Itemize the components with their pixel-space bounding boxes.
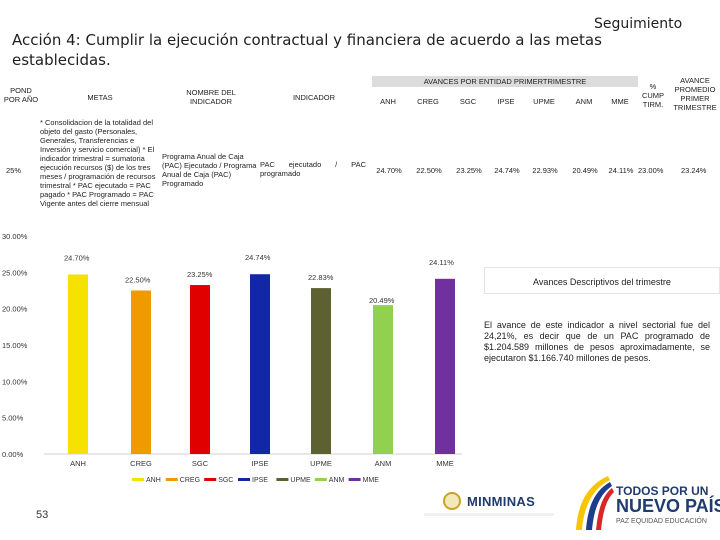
- minminas-text: MINMINAS: [466, 493, 536, 509]
- entity-value-sgc: 23.25%: [456, 166, 482, 175]
- tricolor-flag-icon: [576, 476, 614, 530]
- page-number: 53: [36, 509, 49, 521]
- entity-value-anm: 20.49%: [572, 166, 598, 175]
- entity-header-sgc: SGC: [459, 97, 477, 106]
- x-tick-ipse: IPSE: [251, 459, 268, 468]
- page-title: Acción 4: Cumplir la ejecución contractu…: [12, 31, 602, 69]
- data-label-sgc: 23.25%: [187, 270, 213, 279]
- todos-por-un-nuevo-pais-logo: TODOS POR UN NUEVO PAÍS PAZ EQUIDAD EDUC…: [570, 474, 720, 534]
- metas-cell: * Consolidacion de la totalidad del obje…: [40, 118, 156, 208]
- y-tick-label: 5.00%: [2, 414, 24, 423]
- legend-label-creg: CREG: [180, 477, 200, 484]
- bar-ipse: [250, 274, 270, 454]
- tpn-line1: TODOS POR UN: [616, 484, 709, 498]
- x-tick-anh: ANH: [70, 459, 86, 468]
- entity-value-mme: 24.11%: [608, 166, 634, 175]
- legend-swatch-ipse: [238, 478, 250, 481]
- colombia-seal-icon: [442, 492, 461, 510]
- data-label-creg: 22.50%: [125, 276, 151, 285]
- entity-header-upme: UPME: [533, 97, 555, 106]
- y-tick-label: 25.00%: [2, 268, 28, 277]
- bar-mme: [435, 278, 455, 454]
- entity-header-mme: MME: [611, 97, 629, 106]
- pond-header: POND POR AÑO: [3, 86, 39, 104]
- data-label-mme: 24.11%: [429, 258, 454, 267]
- legend-label-ipse: IPSE: [252, 477, 268, 484]
- legend-swatch-anm: [314, 478, 327, 481]
- tpn-line3: PAZ EQUIDAD EDUCACIÓN: [616, 518, 707, 525]
- bar-sgc: [190, 285, 210, 454]
- cump-value: 23.00%: [638, 166, 664, 175]
- nombre-cell: Programa Anual de Caja (PAC) Ejecutado /…: [162, 152, 257, 188]
- entity-header-ipse: IPSE: [497, 97, 515, 106]
- pond-value: 25%: [6, 166, 22, 175]
- legend-label-upme: UPME: [290, 477, 311, 484]
- x-tick-upme: UPME: [310, 459, 332, 468]
- legend-label-sgc: SGC: [218, 477, 233, 484]
- legend-swatch-upme: [276, 478, 289, 481]
- data-label-anm: 20.49%: [369, 296, 395, 305]
- data-label-ipse: 24.74%: [245, 253, 271, 262]
- bar-anm: [373, 305, 393, 454]
- entity-value-anh: 24.70%: [376, 166, 402, 175]
- bar-creg: [131, 290, 151, 454]
- indicador-header: INDICADOR: [292, 93, 336, 102]
- promedio-value: 23.24%: [681, 166, 707, 175]
- legend-swatch-creg: [165, 478, 178, 481]
- x-tick-creg: CREG: [130, 459, 152, 468]
- data-label-upme: 22.83%: [308, 273, 334, 282]
- cump-header: % CUMP TIRM.: [641, 82, 665, 109]
- indicador-cell: PAC ejecutado / PAC programado: [260, 160, 366, 178]
- x-tick-sgc: SGC: [192, 459, 209, 468]
- entity-value-upme: 22.93%: [532, 166, 558, 175]
- legend-swatch-anh: [132, 478, 144, 481]
- seguimiento-label: Seguimiento: [594, 16, 683, 32]
- metas-header: METAS: [87, 93, 113, 102]
- legend-label-anm: ANM: [329, 477, 345, 484]
- promedio-header: AVANCE PROMEDIO PRIMER TRIMESTRE: [673, 76, 717, 112]
- bar-anh: [68, 274, 88, 454]
- legend-swatch-mme: [348, 478, 361, 481]
- y-tick-label: 10.00%: [2, 377, 28, 386]
- bar-upme: [311, 288, 331, 454]
- entity-value-creg: 22.50%: [416, 166, 442, 175]
- description-body: El avance de este indicador a nivel sect…: [484, 320, 710, 363]
- entity-header-anh: ANH: [380, 97, 396, 106]
- y-tick-label: 20.00%: [2, 305, 28, 314]
- legend-label-anh: ANH: [146, 477, 161, 484]
- x-tick-mme: MME: [436, 459, 454, 468]
- y-tick-label: 30.00%: [2, 232, 28, 241]
- nombre-indicador-header: NOMBRE DEL INDICADOR: [186, 88, 236, 106]
- y-tick-label: 0.00%: [2, 450, 24, 459]
- minminas-logo: MINMINAS: [424, 486, 554, 516]
- description-title: Avances Descriptivos del trimestre: [484, 267, 720, 294]
- tpn-line2: NUEVO PAÍS: [616, 496, 720, 516]
- bar-chart: 0.00% 5.00% 10.00% 15.00% 20.00% 25.00% 30.00%…: [2, 232, 462, 484]
- data-label-anh: 24.70%: [64, 254, 90, 263]
- x-tick-anm: ANM: [375, 459, 392, 468]
- y-tick-label: 15.00%: [2, 341, 28, 350]
- entity-header-anm: ANM: [575, 97, 593, 106]
- entity-header-creg: CREG: [417, 97, 439, 106]
- legend-swatch-sgc: [204, 478, 217, 481]
- entity-value-ipse: 24.74%: [494, 166, 520, 175]
- avances-band: AVANCES POR ENTIDAD PRIMERTRIMESTRE: [372, 76, 638, 87]
- legend-label-mme: MME: [363, 477, 380, 484]
